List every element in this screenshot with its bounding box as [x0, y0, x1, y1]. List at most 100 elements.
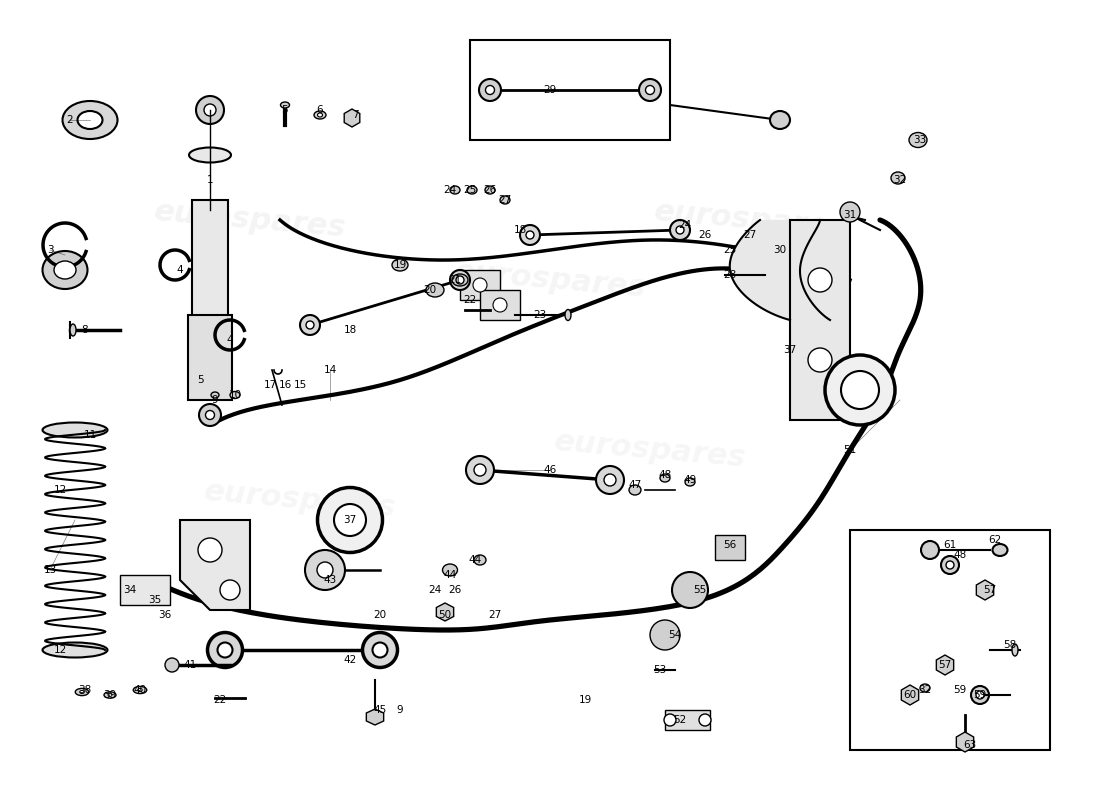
Text: eurospares: eurospares — [552, 427, 747, 473]
Text: 59: 59 — [974, 690, 987, 700]
Bar — [120, 575, 170, 605]
Text: 51: 51 — [844, 445, 857, 455]
Circle shape — [650, 620, 680, 650]
Ellipse shape — [43, 251, 88, 289]
Text: 7: 7 — [352, 110, 359, 120]
Ellipse shape — [373, 642, 387, 658]
Ellipse shape — [478, 79, 500, 101]
Ellipse shape — [63, 101, 118, 139]
Text: 49: 49 — [683, 475, 696, 485]
Text: 46: 46 — [543, 465, 557, 475]
Circle shape — [305, 550, 345, 590]
Text: 54: 54 — [669, 630, 682, 640]
Polygon shape — [936, 655, 954, 675]
Text: 16: 16 — [278, 380, 292, 390]
Text: 4: 4 — [227, 335, 233, 345]
Polygon shape — [188, 315, 232, 400]
Ellipse shape — [676, 226, 684, 234]
Text: 5: 5 — [197, 375, 204, 385]
Text: 48: 48 — [659, 470, 672, 480]
Circle shape — [664, 714, 676, 726]
Circle shape — [493, 298, 507, 312]
Text: 37: 37 — [343, 515, 356, 525]
Text: 24: 24 — [443, 185, 456, 195]
Ellipse shape — [363, 633, 397, 667]
Ellipse shape — [108, 694, 112, 696]
Text: 39: 39 — [103, 690, 117, 700]
Text: 9: 9 — [211, 395, 218, 405]
Ellipse shape — [485, 186, 495, 194]
Text: 6: 6 — [317, 105, 323, 115]
Ellipse shape — [946, 561, 954, 569]
Text: 53: 53 — [653, 665, 667, 675]
Ellipse shape — [426, 283, 444, 297]
Ellipse shape — [466, 456, 494, 484]
Ellipse shape — [79, 690, 85, 694]
Text: 29: 29 — [543, 85, 557, 95]
Text: 30: 30 — [773, 245, 786, 255]
Ellipse shape — [565, 310, 571, 321]
Ellipse shape — [230, 391, 240, 398]
Text: 15: 15 — [294, 380, 307, 390]
Text: 12: 12 — [54, 485, 67, 495]
Text: 41: 41 — [184, 660, 197, 670]
Text: 60: 60 — [903, 690, 916, 700]
Ellipse shape — [104, 692, 116, 698]
Ellipse shape — [629, 485, 641, 495]
Text: 44: 44 — [443, 570, 456, 580]
Ellipse shape — [442, 564, 458, 576]
Ellipse shape — [43, 642, 108, 658]
Bar — [460, 270, 500, 300]
Text: 20: 20 — [424, 285, 437, 295]
Ellipse shape — [208, 633, 242, 667]
Polygon shape — [790, 220, 850, 420]
Text: 55: 55 — [693, 585, 706, 595]
Circle shape — [473, 278, 487, 292]
Text: 37: 37 — [783, 345, 796, 355]
Text: 27: 27 — [744, 230, 757, 240]
Ellipse shape — [199, 404, 221, 426]
Polygon shape — [666, 710, 710, 730]
Text: 47: 47 — [628, 480, 641, 490]
Text: 62: 62 — [989, 535, 1002, 545]
Text: 33: 33 — [913, 135, 926, 145]
Ellipse shape — [77, 111, 102, 129]
Text: 34: 34 — [123, 585, 136, 595]
Text: 44: 44 — [469, 555, 482, 565]
Circle shape — [165, 658, 179, 672]
Ellipse shape — [670, 220, 690, 240]
Text: 25: 25 — [724, 245, 737, 255]
Text: 3: 3 — [46, 245, 53, 255]
Circle shape — [808, 348, 832, 372]
Polygon shape — [437, 603, 453, 621]
Text: 5: 5 — [282, 105, 288, 115]
Polygon shape — [180, 520, 250, 610]
Ellipse shape — [54, 261, 76, 279]
Ellipse shape — [138, 689, 142, 691]
Ellipse shape — [306, 321, 313, 329]
Text: 32: 32 — [918, 685, 932, 695]
Text: 43: 43 — [323, 575, 337, 585]
Ellipse shape — [70, 324, 76, 336]
Text: 27: 27 — [498, 195, 512, 205]
Ellipse shape — [204, 104, 216, 116]
Text: 52: 52 — [673, 715, 686, 725]
Polygon shape — [956, 732, 974, 752]
Text: eurospares: eurospares — [652, 197, 847, 243]
Ellipse shape — [596, 466, 624, 494]
Text: 40: 40 — [133, 685, 146, 695]
Polygon shape — [344, 109, 360, 127]
Ellipse shape — [189, 147, 231, 162]
Ellipse shape — [940, 556, 959, 574]
Ellipse shape — [314, 111, 326, 119]
Ellipse shape — [660, 474, 670, 482]
Ellipse shape — [211, 392, 219, 398]
Text: 63: 63 — [964, 740, 977, 750]
Text: 59: 59 — [954, 685, 967, 695]
Text: 11: 11 — [84, 430, 97, 440]
Text: 18: 18 — [514, 225, 527, 235]
Text: 57: 57 — [938, 660, 952, 670]
Ellipse shape — [392, 259, 408, 271]
Text: 19: 19 — [579, 695, 592, 705]
Ellipse shape — [646, 86, 654, 94]
